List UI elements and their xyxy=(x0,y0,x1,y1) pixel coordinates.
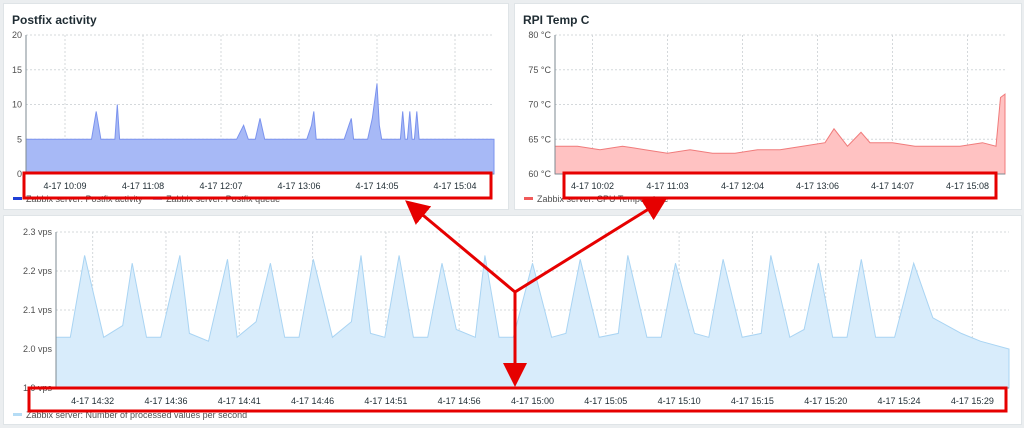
chart-legend: Zabbix server: Number of processed value… xyxy=(13,410,255,420)
x-tick-label: 4-17 11:03 xyxy=(646,181,688,191)
y-tick-label: 5 xyxy=(17,134,22,144)
x-tick-label: 4-17 14:56 xyxy=(438,396,481,406)
postfix-activity-chart: 20 15 10 5 0 4-17 10:09 4-17 11:08 4-17 12:07 4-… xyxy=(12,30,495,191)
x-tick-label: 4-17 15:00 xyxy=(511,396,554,406)
x-tick-label: 4-17 15:10 xyxy=(658,396,701,406)
legend-item-processed-values[interactable]: Zabbix server: Number of processed value… xyxy=(13,410,247,420)
y-tick-label: 0 xyxy=(17,169,22,179)
x-tick-label: 4-17 15:24 xyxy=(878,396,921,406)
series-area xyxy=(554,93,1006,175)
legend-label: Zabbix server: Number of processed value… xyxy=(26,410,248,420)
y-tick-label: 2.0 vps xyxy=(23,344,53,354)
processed-values-panel: 2.3 vps 2.2 vps 2.1 vps 2.0 vps 1.9 vps 4-17 … xyxy=(3,215,1022,425)
x-tick-label: 4-17 14:46 xyxy=(291,396,334,406)
chart-legend: Zabbix server: Postfix activity Zabbix s… xyxy=(13,194,288,204)
x-tick-label: 4-17 14:36 xyxy=(144,396,187,406)
chart-legend: Zabbix server: CPU Temperature xyxy=(524,194,676,204)
rpi-temp-chart: 80 °C 75 °C 70 °C 65 °C 60 °C 4-17 10:02 4-17 … xyxy=(528,30,1006,191)
y-tick-label: 75 °C xyxy=(528,65,551,75)
legend-item-cpu-temperature[interactable]: Zabbix server: CPU Temperature xyxy=(524,194,668,204)
x-tick-label: 4-17 14:51 xyxy=(364,396,407,406)
legend-swatch xyxy=(153,197,163,201)
x-tick-label: 4-17 13:06 xyxy=(277,181,320,191)
x-tick-label: 4-17 10:09 xyxy=(43,181,86,191)
panel-title: Postfix activity xyxy=(12,13,97,27)
y-tick-label: 10 xyxy=(12,100,22,110)
panel-title: RPI Temp C xyxy=(523,13,590,27)
x-tick-label: 4-17 11:08 xyxy=(122,181,164,191)
rpi-temp-panel: RPI Temp C 80 °C 75 °C 70 °C 65 °C 60 °C 4-17… xyxy=(514,3,1022,210)
x-tick-label: 4-17 15:20 xyxy=(804,396,847,406)
legend-swatch xyxy=(524,197,533,201)
processed-values-chart: 2.3 vps 2.2 vps 2.1 vps 2.0 vps 1.9 vps 4-17 … xyxy=(23,227,1010,406)
legend-item-postfix-activity[interactable]: Zabbix server: Postfix activity xyxy=(13,194,143,204)
legend-swatch xyxy=(13,197,22,201)
x-tick-label: 4-17 15:29 xyxy=(951,396,994,406)
x-tick-label: 4-17 10:02 xyxy=(571,181,614,191)
y-tick-label: 2.2 vps xyxy=(23,266,53,276)
x-tick-label: 4-17 15:04 xyxy=(433,181,476,191)
legend-swatch xyxy=(13,413,22,417)
x-tick-label: 4-17 14:32 xyxy=(71,396,114,406)
x-tick-label: 4-17 15:08 xyxy=(946,181,989,191)
legend-label: Zabbix server: Postfix queue xyxy=(166,194,281,204)
y-tick-label: 15 xyxy=(12,65,22,75)
legend-label: Zabbix server: Postfix activity xyxy=(26,194,143,204)
y-tick-label: 65 °C xyxy=(528,134,551,144)
legend-item-postfix-queue[interactable]: Zabbix server: Postfix queue xyxy=(153,194,280,204)
x-tick-label: 4-17 14:07 xyxy=(871,181,914,191)
y-tick-label: 20 xyxy=(12,30,22,40)
legend-label: Zabbix server: CPU Temperature xyxy=(537,194,669,204)
x-tick-label: 4-17 12:07 xyxy=(199,181,242,191)
x-tick-label: 4-17 14:05 xyxy=(355,181,398,191)
y-tick-label: 80 °C xyxy=(528,30,551,40)
x-tick-label: 4-17 13:06 xyxy=(796,181,839,191)
series-area xyxy=(25,83,495,175)
y-tick-label: 2.3 vps xyxy=(23,227,53,237)
x-tick-label: 4-17 15:15 xyxy=(731,396,774,406)
y-tick-label: 60 °C xyxy=(528,169,551,179)
series-area xyxy=(55,255,1010,389)
x-tick-label: 4-17 15:05 xyxy=(584,396,627,406)
x-tick-label: 4-17 12:04 xyxy=(721,181,764,191)
x-tick-label: 4-17 14:41 xyxy=(218,396,261,406)
y-tick-label: 2.1 vps xyxy=(23,305,53,315)
y-tick-label: 70 °C xyxy=(528,100,551,110)
y-tick-label: 1.9 vps xyxy=(23,383,53,393)
postfix-activity-panel: Postfix activity 20 15 10 5 0 4-17 10:09 4-17 … xyxy=(3,3,509,210)
